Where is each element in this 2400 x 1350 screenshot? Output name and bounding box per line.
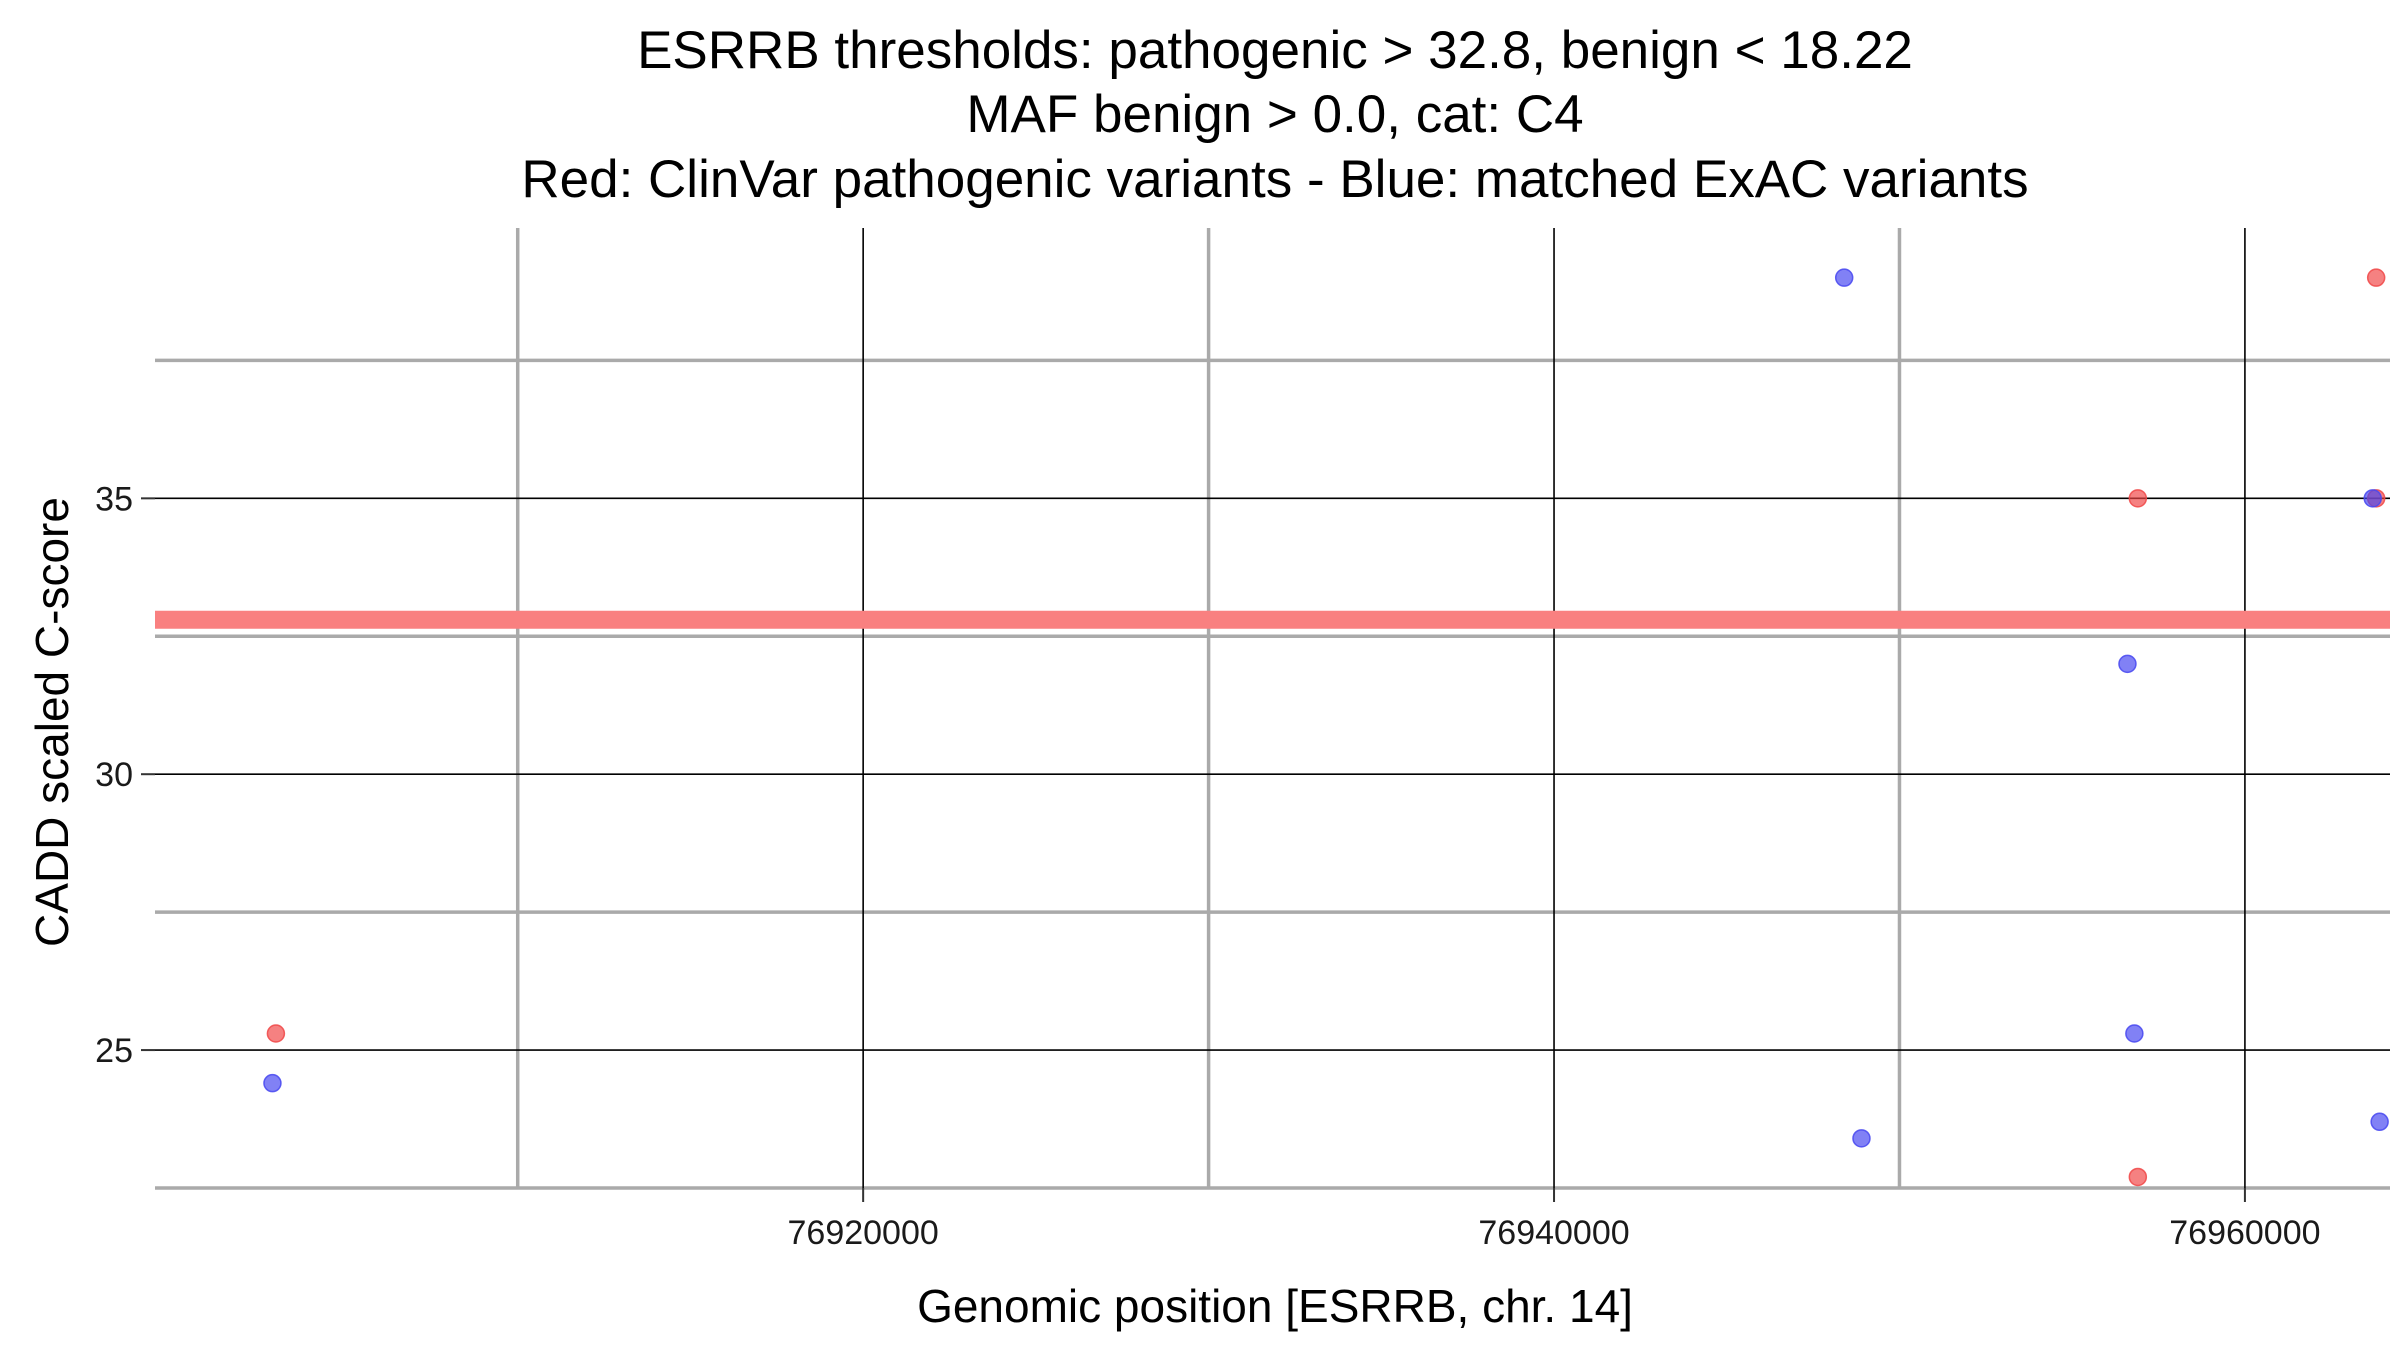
clinvar-pathogenic-point (266, 1024, 286, 1043)
chart-title: ESRRB thresholds: pathogenic > 32.8, ben… (521, 21, 2028, 209)
exac-matched-point (263, 1073, 282, 1093)
y-tick-label: 35 (95, 480, 133, 518)
exac-matched-point (1852, 1129, 1871, 1148)
plot-area: 25 30 35 76920000 76940000 76960000 (95, 228, 2390, 1252)
clinvar-pathogenic-point (2366, 268, 2386, 287)
y-axis-label: CADD scaled C-score (26, 497, 78, 947)
y-tick-label: 30 (95, 756, 133, 794)
x-tick-label: 76920000 (788, 1214, 939, 1252)
exac-matched-point (2118, 654, 2137, 674)
clinvar-pathogenic-point (2128, 489, 2148, 508)
y-tick-label: 25 (95, 1032, 133, 1070)
exac-matched-point (2125, 1024, 2144, 1043)
title-line-3: Red: ClinVar pathogenic variants - Blue:… (521, 150, 2028, 209)
title-line-2: MAF benign > 0.0, cat: C4 (966, 85, 1583, 144)
clinvar-pathogenic-point (2128, 1167, 2148, 1187)
exac-matched-point (2370, 1112, 2389, 1132)
exac-matched-point (2363, 489, 2382, 508)
x-tick-label: 76960000 (2169, 1214, 2320, 1252)
exac-matched-point (1834, 268, 1854, 287)
x-axis-label: Genomic position [ESRRB, chr. 14] (917, 1280, 1633, 1332)
x-tick-label: 76940000 (1478, 1214, 1629, 1252)
title-line-1: ESRRB thresholds: pathogenic > 32.8, ben… (637, 21, 1913, 80)
